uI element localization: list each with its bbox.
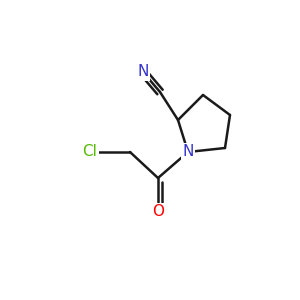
Text: O: O bbox=[152, 205, 164, 220]
Text: N: N bbox=[182, 145, 194, 160]
Text: N: N bbox=[137, 64, 149, 80]
Text: Cl: Cl bbox=[82, 145, 98, 160]
